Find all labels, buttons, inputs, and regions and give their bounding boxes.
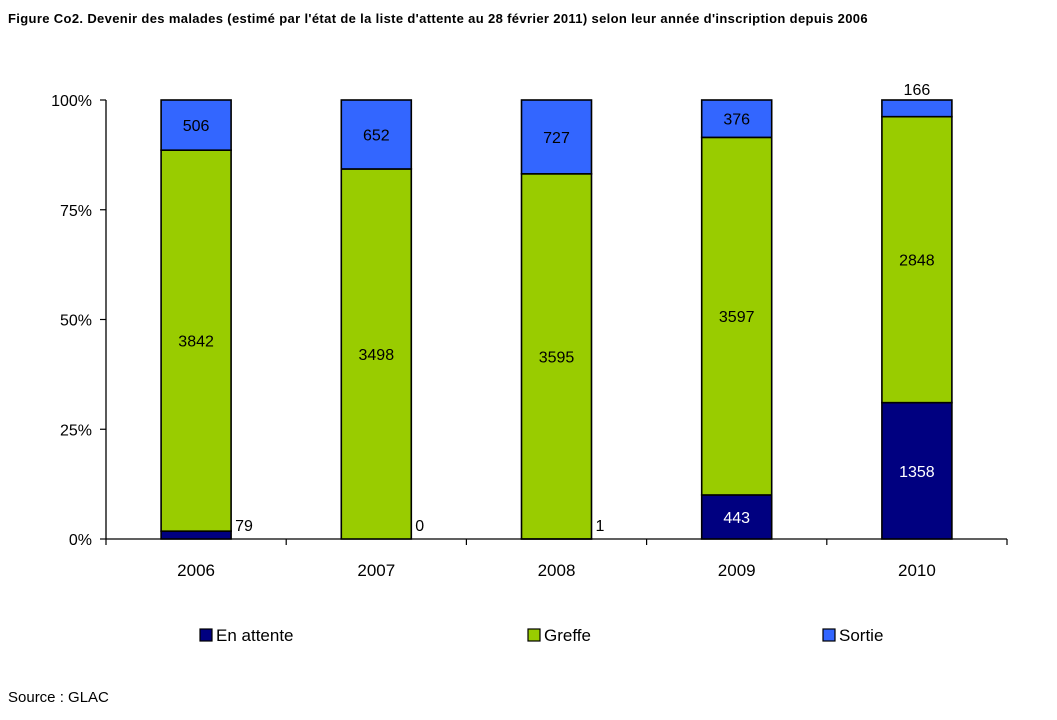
y-tick-label: 25% (60, 422, 92, 439)
data-label: 652 (363, 127, 390, 144)
bar-segment (881, 401, 953, 540)
data-label: 376 (723, 112, 750, 129)
data-label: 2848 (899, 253, 935, 270)
legend-swatch (199, 628, 213, 642)
bar-segment (340, 99, 413, 170)
data-label: 166 (904, 82, 931, 99)
source-note: Source : GLAC (8, 689, 109, 706)
legend-swatch (527, 628, 541, 642)
data-label: 3595 (539, 349, 575, 366)
x-tick-label: 2008 (538, 561, 576, 580)
data-label: 3498 (359, 347, 395, 364)
bar-segment (160, 530, 232, 540)
data-label: 0 (415, 518, 424, 535)
y-tick-label: 0% (69, 532, 92, 549)
data-label: 1 (596, 518, 605, 535)
bar-segment (881, 115, 953, 404)
legend-label: En attente (216, 626, 294, 645)
legend-swatch (822, 628, 836, 642)
x-tick-label: 2010 (898, 561, 936, 580)
data-label: 79 (235, 518, 253, 535)
chart-title: Figure Co2. Devenir des malades (estimé … (8, 11, 868, 26)
bar-segment (340, 168, 413, 540)
bar-segment (881, 99, 953, 118)
bar-segment (700, 99, 773, 139)
y-tick-label: 75% (60, 203, 92, 220)
data-label: 3842 (178, 334, 214, 351)
data-label: 727 (543, 130, 570, 147)
data-label: 3597 (719, 309, 755, 326)
bar-segment (160, 99, 232, 151)
y-tick-label: 100% (51, 93, 92, 110)
x-tick-label: 2007 (357, 561, 395, 580)
x-tick-label: 2009 (718, 561, 756, 580)
data-label: 443 (723, 510, 750, 527)
data-label: 1358 (899, 464, 935, 481)
x-tick-label: 2006 (177, 561, 215, 580)
bar-segment (700, 494, 773, 540)
y-tick-label: 50% (60, 313, 92, 330)
legend-label: Greffe (544, 626, 591, 645)
bar-segment (520, 173, 593, 540)
data-label: 506 (183, 118, 210, 135)
legend-label: Sortie (839, 626, 883, 645)
bar-segment (520, 99, 593, 175)
bar-segment (160, 149, 232, 532)
